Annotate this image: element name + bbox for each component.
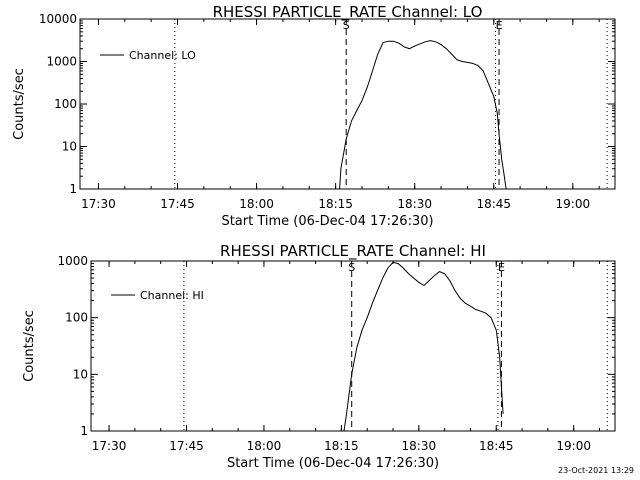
x-axis-label: Start Time (06-Dec-04 17:26:30) — [227, 456, 439, 471]
plot-frame — [79, 18, 616, 190]
x-tick-label: 18:15 — [324, 439, 359, 453]
x-tick-label: 18:45 — [476, 197, 511, 211]
chart-panel-1: RHESSI PARTICLE_RATE Channel: LO 17:30 17:… — [12, 3, 616, 229]
x-tick-label: 18:30 — [402, 439, 437, 453]
y-tick-label: 1 — [80, 424, 88, 438]
x-tick-label: 18:00 — [239, 197, 274, 211]
chart-title: RHESSI PARTICLE_RATE Channel: HI — [220, 242, 486, 261]
x-tick-label: 18:15 — [318, 197, 353, 211]
y-axis-label: Counts/sec — [12, 68, 27, 140]
x-tick-label: 19:00 — [556, 439, 591, 453]
x-tick-label: 17:30 — [81, 197, 116, 211]
x-tick-label: 17:45 — [160, 197, 195, 211]
y-tick-label: 10 — [62, 140, 77, 154]
marker-label-s: S — [348, 261, 355, 274]
x-tick-label: 18:00 — [247, 439, 282, 453]
y-tick-label: 1000 — [46, 55, 77, 69]
x-tick-label: 18:30 — [397, 197, 432, 211]
y-tick-label: 100 — [65, 311, 88, 325]
marker-label-e: E — [496, 19, 503, 32]
y-tick-label: 100 — [54, 97, 77, 111]
plot-frame — [90, 260, 616, 432]
legend-label: Channel: LO — [129, 49, 196, 62]
y-tick-label: 1 — [69, 182, 77, 196]
x-tick-label: 17:30 — [92, 439, 127, 453]
data-series-line — [343, 261, 504, 432]
data-series-line — [339, 40, 507, 190]
x-axis-label: Start Time (06-Dec-04 17:26:30) — [221, 214, 433, 229]
marker-label-e: E — [498, 261, 505, 274]
y-tick-label: 10 — [73, 367, 88, 381]
x-tick-label: 18:45 — [479, 439, 514, 453]
x-tick-label: 19:00 — [556, 197, 591, 211]
footer-timestamp: 23-Oct-2021 13:29 — [558, 466, 634, 475]
marker-label-s: S — [343, 19, 350, 32]
x-tick-label: 17:45 — [169, 439, 204, 453]
y-tick-label: 1000 — [57, 254, 88, 268]
legend-label: Channel: HI — [140, 289, 204, 302]
chart-panel-2: RHESSI PARTICLE_RATE Channel: HI 17:30 17:… — [22, 242, 616, 471]
y-tick-label: 10000 — [39, 12, 77, 26]
chart-title: RHESSI PARTICLE_RATE Channel: LO — [213, 3, 483, 22]
y-axis-label: Counts/sec — [22, 310, 37, 382]
